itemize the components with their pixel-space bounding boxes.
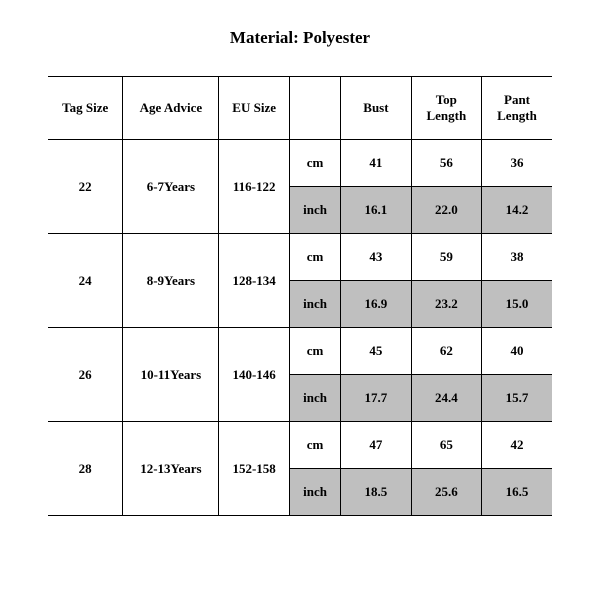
cell-bust: 16.1 bbox=[341, 187, 411, 234]
cell-unit: cm bbox=[289, 234, 340, 281]
col-unit bbox=[289, 77, 340, 140]
cell-pant_length: 42 bbox=[482, 422, 552, 469]
table-row: 2812-13Years152-158cm476542 bbox=[48, 422, 552, 469]
cell-unit: cm bbox=[289, 422, 340, 469]
size-table: Tag Size Age Advice EU Size Bust TopLeng… bbox=[48, 76, 552, 516]
cell-top_length: 62 bbox=[411, 328, 481, 375]
cell-age-advice: 12-13Years bbox=[123, 422, 219, 516]
table-row: 226-7Years116-122cm415636 bbox=[48, 140, 552, 187]
cell-bust: 18.5 bbox=[341, 469, 411, 516]
cell-pant_length: 16.5 bbox=[482, 469, 552, 516]
cell-unit: cm bbox=[289, 140, 340, 187]
cell-pant_length: 36 bbox=[482, 140, 552, 187]
col-tag-size: Tag Size bbox=[48, 77, 123, 140]
cell-bust: 45 bbox=[341, 328, 411, 375]
cell-unit: inch bbox=[289, 281, 340, 328]
cell-eu-size: 140-146 bbox=[219, 328, 289, 422]
page-title: Material: Polyester bbox=[48, 28, 552, 48]
cell-top_length: 25.6 bbox=[411, 469, 481, 516]
cell-age-advice: 10-11Years bbox=[123, 328, 219, 422]
cell-top_length: 65 bbox=[411, 422, 481, 469]
cell-top_length: 24.4 bbox=[411, 375, 481, 422]
cell-eu-size: 128-134 bbox=[219, 234, 289, 328]
col-top-length: TopLength bbox=[411, 77, 481, 140]
cell-age-advice: 6-7Years bbox=[123, 140, 219, 234]
cell-age-advice: 8-9Years bbox=[123, 234, 219, 328]
cell-unit: inch bbox=[289, 375, 340, 422]
cell-tag-size: 22 bbox=[48, 140, 123, 234]
col-eu-size: EU Size bbox=[219, 77, 289, 140]
cell-top_length: 23.2 bbox=[411, 281, 481, 328]
cell-bust: 16.9 bbox=[341, 281, 411, 328]
cell-top_length: 56 bbox=[411, 140, 481, 187]
cell-pant_length: 38 bbox=[482, 234, 552, 281]
cell-unit: inch bbox=[289, 469, 340, 516]
table-row: 2610-11Years140-146cm456240 bbox=[48, 328, 552, 375]
size-table-body: 226-7Years116-122cm415636inch16.122.014.… bbox=[48, 140, 552, 516]
cell-top_length: 22.0 bbox=[411, 187, 481, 234]
cell-tag-size: 24 bbox=[48, 234, 123, 328]
col-bust: Bust bbox=[341, 77, 411, 140]
cell-pant_length: 14.2 bbox=[482, 187, 552, 234]
cell-unit: cm bbox=[289, 328, 340, 375]
cell-pant_length: 15.7 bbox=[482, 375, 552, 422]
cell-unit: inch bbox=[289, 187, 340, 234]
header-row: Tag Size Age Advice EU Size Bust TopLeng… bbox=[48, 77, 552, 140]
cell-pant_length: 15.0 bbox=[482, 281, 552, 328]
cell-tag-size: 28 bbox=[48, 422, 123, 516]
cell-eu-size: 152-158 bbox=[219, 422, 289, 516]
col-age-advice: Age Advice bbox=[123, 77, 219, 140]
cell-bust: 17.7 bbox=[341, 375, 411, 422]
col-pant-length: PantLength bbox=[482, 77, 552, 140]
cell-bust: 43 bbox=[341, 234, 411, 281]
cell-bust: 41 bbox=[341, 140, 411, 187]
cell-top_length: 59 bbox=[411, 234, 481, 281]
cell-eu-size: 116-122 bbox=[219, 140, 289, 234]
size-chart-page: Material: Polyester Tag Size Age Advice … bbox=[0, 0, 600, 600]
cell-bust: 47 bbox=[341, 422, 411, 469]
cell-tag-size: 26 bbox=[48, 328, 123, 422]
cell-pant_length: 40 bbox=[482, 328, 552, 375]
table-row: 248-9Years128-134cm435938 bbox=[48, 234, 552, 281]
